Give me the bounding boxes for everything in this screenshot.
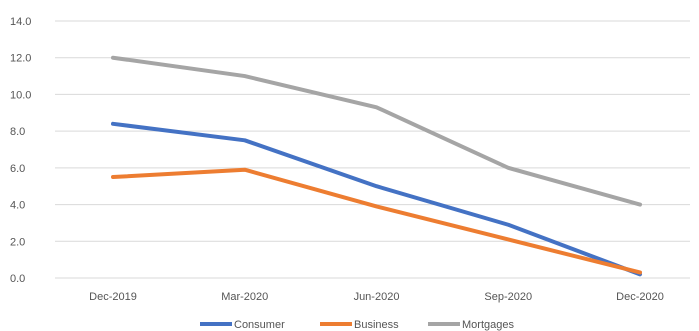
y-tick-label: 12.0 [10,53,31,65]
legend-label-consumer: Consumer [234,319,285,331]
x-axis-ticks: Dec-2019 Mar-2020 Jun-2020 Sep-2020 Dec-2020 [89,291,664,303]
series-line-business [111,167,642,275]
series-lines [111,55,642,277]
y-tick-label: 0.0 [10,273,25,285]
x-tick-label: Sep-2020 [484,291,532,303]
legend-label-mortgages: Mortgages [462,319,514,331]
y-tick-label: 14.0 [10,16,31,28]
x-tick-label: Dec-2020 [616,291,664,303]
legend: Consumer Business Mortgages [200,319,514,331]
legend-label-business: Business [354,319,399,331]
y-tick-label: 6.0 [10,163,25,175]
series-line-consumer [111,121,642,277]
y-tick-label: 10.0 [10,89,31,101]
x-tick-label: Jun-2020 [354,291,400,303]
y-tick-label: 8.0 [10,126,25,138]
y-tick-label: 4.0 [10,200,25,212]
x-tick-label: Dec-2019 [89,291,137,303]
series-line-mortgages [111,55,642,207]
gridlines [55,20,690,279]
y-axis-ticks: 0.0 2.0 4.0 6.0 8.0 10.0 12.0 14.0 [10,16,31,285]
x-tick-label: Mar-2020 [221,291,268,303]
y-tick-label: 2.0 [10,236,25,248]
